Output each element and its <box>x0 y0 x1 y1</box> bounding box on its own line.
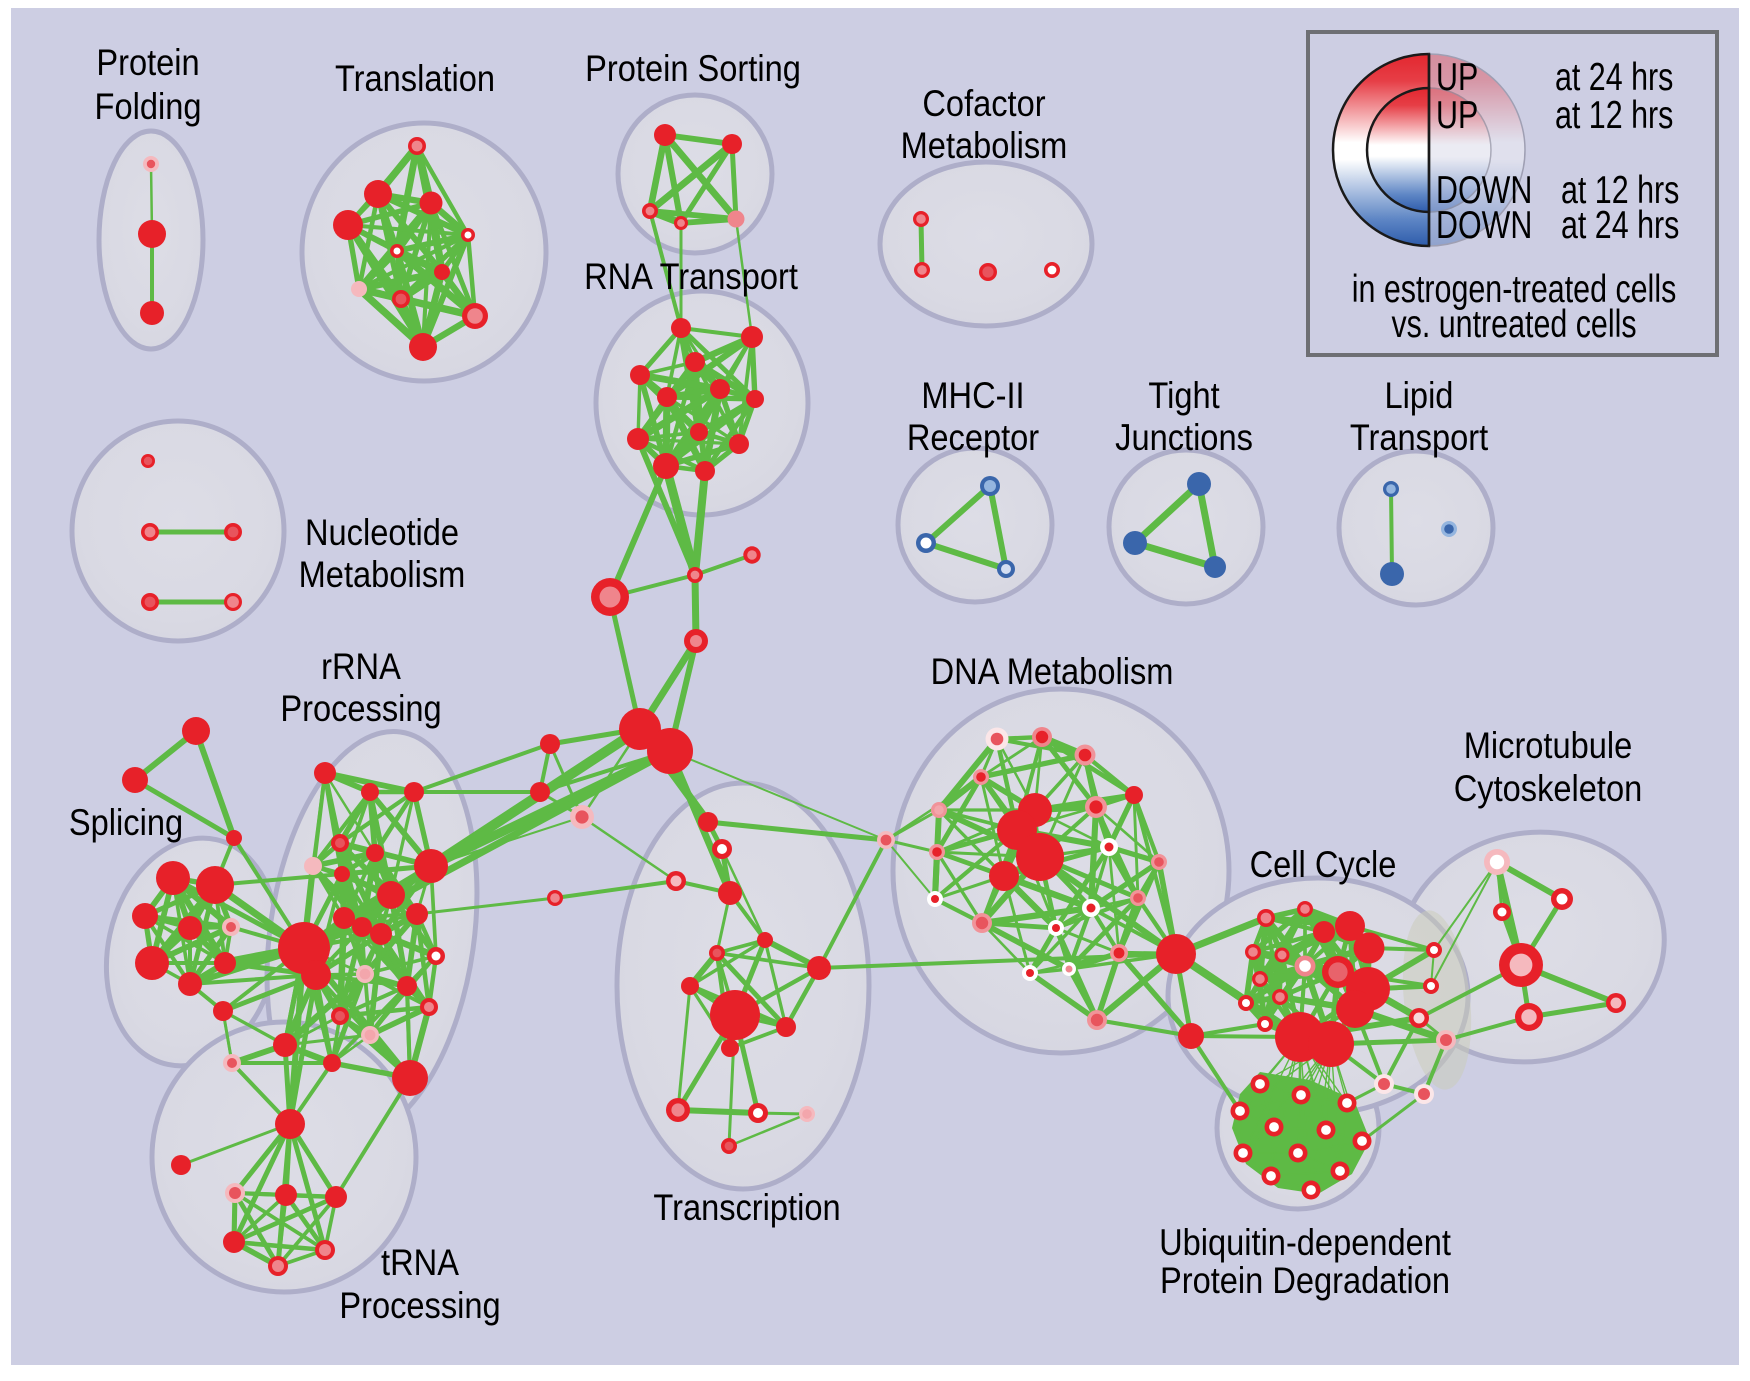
svg-text:DNA Metabolism: DNA Metabolism <box>931 651 1174 693</box>
svg-text:Junctions: Junctions <box>1115 417 1253 459</box>
svg-text:RNA Transport: RNA Transport <box>584 256 798 298</box>
svg-text:Processing: Processing <box>280 688 441 730</box>
svg-text:vs. untreated cells: vs. untreated cells <box>1391 304 1636 346</box>
svg-text:Microtubule: Microtubule <box>1464 725 1633 767</box>
svg-text:tRNA: tRNA <box>381 1242 459 1284</box>
svg-text:UP: UP <box>1436 95 1478 137</box>
svg-text:Splicing: Splicing <box>69 802 183 844</box>
svg-text:Translation: Translation <box>335 58 495 100</box>
svg-text:DOWN: DOWN <box>1436 170 1532 212</box>
svg-text:Ubiquitin-dependent: Ubiquitin-dependent <box>1159 1222 1451 1264</box>
svg-text:Processing: Processing <box>339 1285 500 1327</box>
svg-text:Protein Sorting: Protein Sorting <box>585 48 801 90</box>
svg-text:Nucleotide: Nucleotide <box>305 512 459 554</box>
svg-text:at 24 hrs: at 24 hrs <box>1555 57 1673 99</box>
svg-text:MHC-II: MHC-II <box>921 375 1024 417</box>
svg-text:rRNA: rRNA <box>321 646 401 688</box>
svg-text:Folding: Folding <box>95 86 202 128</box>
svg-text:Cofactor: Cofactor <box>922 83 1046 125</box>
svg-text:at 12 hrs: at 12 hrs <box>1561 170 1679 212</box>
svg-text:Receptor: Receptor <box>907 417 1040 459</box>
svg-text:UP: UP <box>1436 57 1478 99</box>
svg-text:Protein Degradation: Protein Degradation <box>1160 1260 1450 1302</box>
svg-text:Metabolism: Metabolism <box>901 125 1068 167</box>
svg-text:Tight: Tight <box>1148 375 1219 417</box>
svg-text:DOWN: DOWN <box>1436 205 1532 247</box>
svg-text:at 12 hrs: at 12 hrs <box>1555 95 1673 137</box>
svg-text:Transport: Transport <box>1350 417 1489 459</box>
svg-text:at 24 hrs: at 24 hrs <box>1561 205 1679 247</box>
svg-text:Cell Cycle: Cell Cycle <box>1250 844 1397 886</box>
svg-text:Metabolism: Metabolism <box>299 554 466 596</box>
svg-text:Transcription: Transcription <box>653 1187 840 1229</box>
svg-text:Lipid: Lipid <box>1385 375 1454 417</box>
svg-text:Protein: Protein <box>96 42 199 84</box>
svg-text:in estrogen-treated cells: in estrogen-treated cells <box>1352 269 1677 311</box>
svg-text:Cytoskeleton: Cytoskeleton <box>1454 768 1642 810</box>
